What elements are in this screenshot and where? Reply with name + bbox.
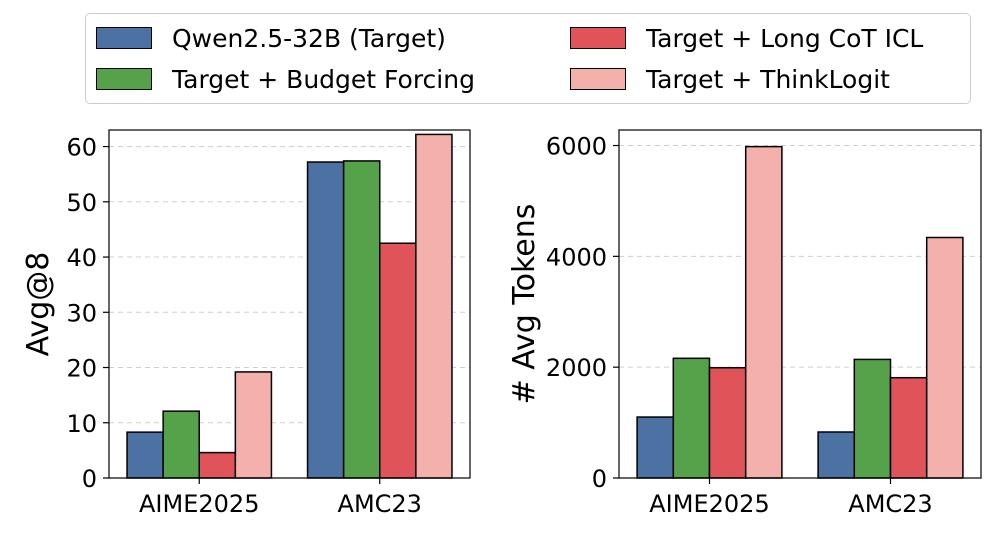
accuracy-ytick-label: 40 xyxy=(66,244,97,272)
tokens-bar-amc23-s1 xyxy=(853,358,892,479)
tokens-bar-aime2025-s3 xyxy=(744,145,783,479)
legend-swatch-long-cot-icl xyxy=(570,27,626,49)
accuracy-ytick-label: 50 xyxy=(66,189,97,217)
accuracy-ytick-label: 60 xyxy=(66,134,97,162)
legend-label-budget-forcing: Target + Budget Forcing xyxy=(172,64,475,94)
tokens-ylabel: # Avg Tokens xyxy=(507,204,542,405)
legend-swatch-target xyxy=(96,27,152,49)
tokens-xtick-label: AMC23 xyxy=(848,490,932,518)
accuracy-xtick-label: AMC23 xyxy=(338,490,422,518)
legend-label-target: Qwen2.5-32B (Target) xyxy=(172,23,446,53)
accuracy-bar-amc23-s1 xyxy=(342,160,381,479)
accuracy-ylabel: Avg@8 xyxy=(21,252,56,357)
accuracy-bar-aime2025-s2 xyxy=(198,451,237,479)
accuracy-axes-frame xyxy=(108,129,471,479)
tokens-ytick-label: 6000 xyxy=(546,133,607,161)
tokens-bar-amc23-s3 xyxy=(925,236,964,479)
legend-swatch-budget-forcing xyxy=(96,68,152,90)
accuracy-bar-aime2025-s0 xyxy=(126,431,164,479)
accuracy-bar-amc23-s3 xyxy=(415,133,453,479)
accuracy-bar-aime2025-s3 xyxy=(234,371,273,479)
legend-item-budget-forcing: Target + Budget Forcing xyxy=(96,64,475,94)
accuracy-bar-amc23-s2 xyxy=(379,242,417,479)
tokens-bar-amc23-s0 xyxy=(817,431,856,479)
accuracy-bar-amc23-s0 xyxy=(306,161,345,479)
tokens-bar-aime2025-s1 xyxy=(672,357,711,479)
accuracy-ytick-label: 10 xyxy=(66,410,97,438)
legend: Qwen2.5-32B (Target) Target + Budget For… xyxy=(85,13,971,104)
legend-swatch-thinklogit xyxy=(570,68,626,90)
tokens-bar-amc23-s2 xyxy=(889,376,928,479)
legend-label-thinklogit: Target + ThinkLogit xyxy=(646,64,890,94)
tokens-ytick-label: 0 xyxy=(592,465,607,493)
accuracy-ytick-label: 30 xyxy=(66,299,97,327)
legend-item-thinklogit: Target + ThinkLogit xyxy=(570,64,890,94)
tokens-axes-frame xyxy=(618,129,982,479)
tokens-bar-aime2025-s0 xyxy=(636,416,675,479)
accuracy-ytick-label: 0 xyxy=(82,465,97,493)
tokens-xtick-label: AIME2025 xyxy=(649,490,769,518)
legend-label-long-cot-icl: Target + Long CoT ICL xyxy=(646,23,924,53)
legend-item-long-cot-icl: Target + Long CoT ICL xyxy=(570,23,923,53)
accuracy-xtick-label: AIME2025 xyxy=(139,490,259,518)
tokens-bar-aime2025-s2 xyxy=(708,366,747,479)
tokens-ytick-label: 4000 xyxy=(546,243,607,271)
tokens-ytick-label: 2000 xyxy=(546,354,607,382)
accuracy-ytick-label: 20 xyxy=(66,355,97,383)
accuracy-bar-aime2025-s1 xyxy=(162,410,200,479)
legend-item-target: Qwen2.5-32B (Target) xyxy=(96,23,446,53)
